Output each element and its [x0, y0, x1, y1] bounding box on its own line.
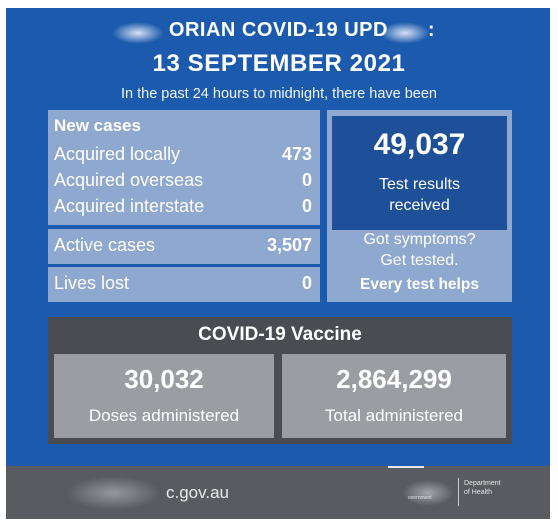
- stat-label: Acquired overseas: [54, 170, 204, 190]
- report-date: 13 SEPTEMBER 2021: [152, 50, 406, 77]
- stat-value: 473: [281, 144, 312, 164]
- total-administered-box: 2,864,299 Total administered: [282, 354, 506, 438]
- footer-rule: [388, 466, 424, 468]
- stat-label: Acquired interstate: [54, 196, 205, 216]
- stat-label: Acquired locally: [54, 144, 181, 164]
- doses-administered-label: Doses administered: [88, 406, 240, 425]
- symptoms-message: Got symptoms? Get tested.: [363, 231, 476, 269]
- lives-lost-label: Lives lost: [54, 273, 130, 293]
- lives-lost-panel: Lives lost 0: [48, 267, 320, 302]
- stat-row-acquired-interstate: Acquired interstate 0: [54, 196, 312, 217]
- department-of-health: Department of Health: [464, 480, 501, 496]
- test-results-box: 49,037 Test results received: [332, 116, 507, 230]
- tests-panel: 49,037 Test results received Got symptom…: [327, 110, 512, 302]
- government-label: overnment: [408, 495, 432, 501]
- total-administered-value: 2,864,299: [336, 364, 452, 394]
- test-results-label: Test results received: [379, 176, 460, 214]
- footer-divider: [458, 478, 459, 506]
- total-administered-label: Total administered: [325, 406, 463, 425]
- stat-row-acquired-overseas: Acquired overseas 0: [54, 170, 312, 191]
- blurred-title-text: [112, 22, 164, 44]
- footer-bar: c.gov.au overnment Department of Health: [6, 466, 550, 519]
- active-cases-value: 3,507: [266, 235, 312, 255]
- active-cases-label: Active cases: [54, 235, 156, 255]
- doses-administered-value: 30,032: [124, 364, 204, 394]
- stat-value: 0: [301, 170, 312, 190]
- doses-administered-box: 30,032 Doses administered: [54, 354, 274, 438]
- lives-lost-value: 0: [301, 273, 312, 293]
- blurred-logo: [66, 476, 161, 510]
- government-logo: [402, 480, 454, 506]
- footer-url: c.gov.au: [166, 483, 230, 502]
- new-cases-heading: New cases: [54, 116, 141, 135]
- page-title: ORIAN COVID-19 UPD:: [168, 19, 436, 41]
- every-test-helps: Every test helps: [360, 276, 479, 293]
- report-subtitle: In the past 24 hours to midnight, there …: [121, 86, 437, 102]
- vaccine-section: COVID-19 Vaccine 30,032 Doses administer…: [48, 317, 512, 444]
- stat-value: 0: [301, 196, 312, 216]
- blurred-title-text: [380, 22, 430, 44]
- vaccine-title: COVID-19 Vaccine: [198, 324, 362, 345]
- test-results-value: 49,037: [373, 128, 466, 161]
- new-cases-panel: New cases Acquired locally 473 Acquired …: [48, 110, 320, 225]
- active-cases-panel: Active cases 3,507: [48, 229, 320, 264]
- stat-row-acquired-locally: Acquired locally 473: [54, 144, 312, 165]
